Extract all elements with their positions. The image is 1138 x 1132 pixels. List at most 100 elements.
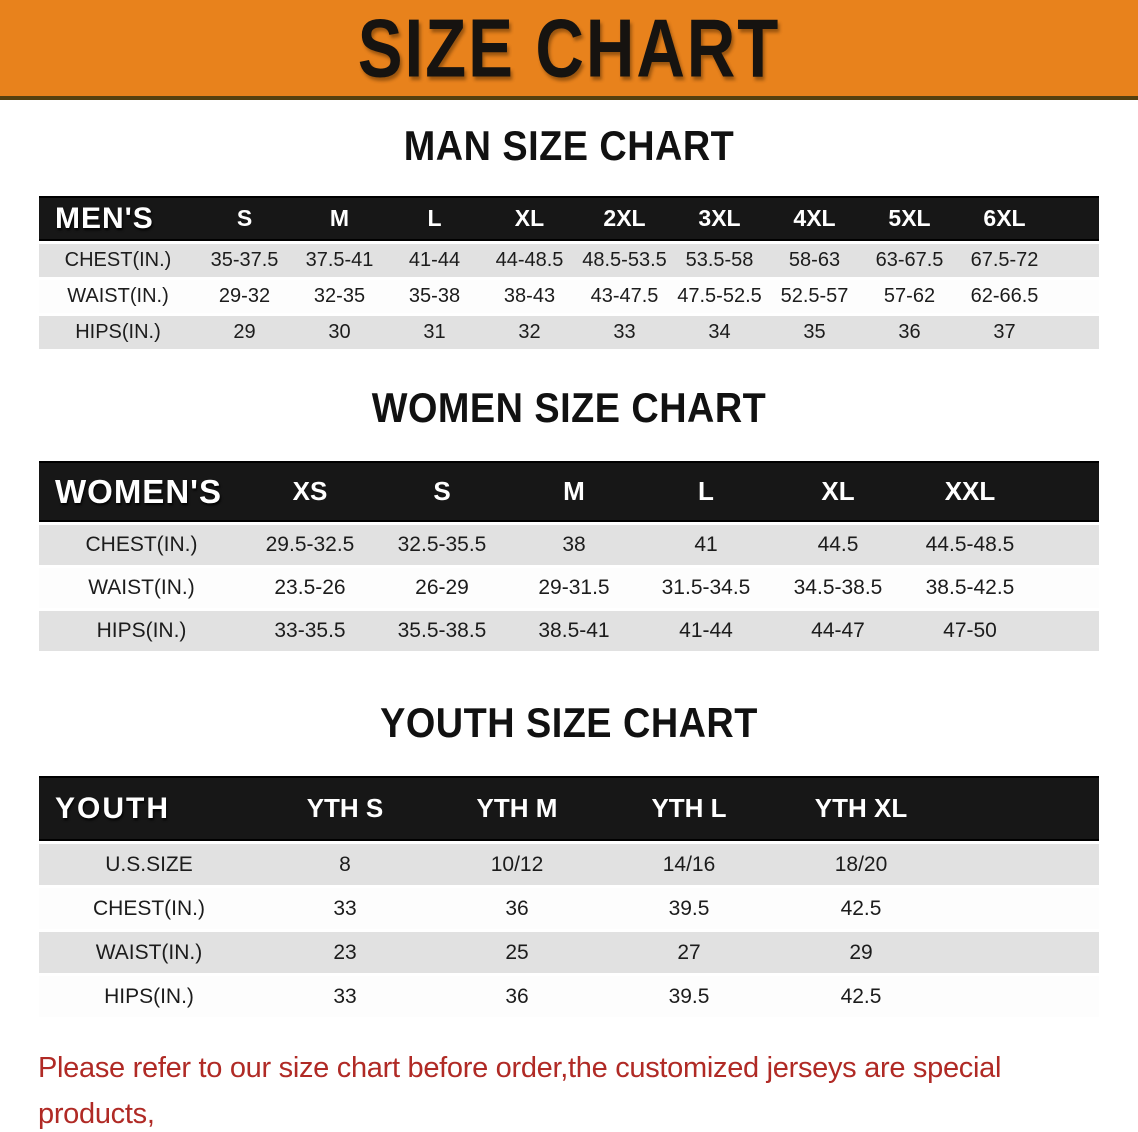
measurement-row: HIPS(IN.) 33-35.5 35.5-38.5 38.5-41 41-44 44-…: [39, 611, 1099, 651]
measurement-row: HIPS(IN.) 29 30 31 32 33 34 35 36 37: [39, 316, 1099, 349]
man-section-heading: MAN SIZE CHART: [403, 123, 735, 170]
size-column-header: YTH S: [259, 776, 431, 841]
measurement-value: 35-38: [387, 280, 482, 313]
measurement-value: 44-47: [772, 611, 904, 651]
measurement-value: 31: [387, 316, 482, 349]
measurement-label: HIPS(IN.): [39, 976, 259, 1017]
row-filler-cell: [947, 888, 1099, 929]
youth-size-table: YOUTH YTH S YTH M YTH L YTH XL U.S.SIZE 8 10/12…: [39, 773, 1099, 1020]
measurement-value: 63-67.5: [862, 244, 957, 277]
row-filler-cell: [1052, 316, 1099, 349]
header-filler-cell: [1052, 196, 1099, 241]
measurement-value: 41-44: [640, 611, 772, 651]
measurement-value: 48.5-53.5: [577, 244, 672, 277]
measurement-value: 58-63: [767, 244, 862, 277]
row-filler-cell: [947, 932, 1099, 973]
header-filler-cell: [947, 776, 1099, 841]
measurement-value: 38-43: [482, 280, 577, 313]
measurement-value: 34.5-38.5: [772, 568, 904, 608]
header-filler-cell: [1036, 461, 1099, 522]
measurement-value: 42.5: [775, 976, 947, 1017]
row-filler-cell: [1052, 244, 1099, 277]
measurement-value: 36: [431, 888, 603, 929]
size-column-header: 2XL: [577, 196, 672, 241]
measurement-value: 57-62: [862, 280, 957, 313]
measurement-row: WAIST(IN.) 23 25 27 29: [39, 932, 1099, 973]
measurement-label: WAIST(IN.): [39, 280, 197, 313]
measurement-label: WAIST(IN.): [39, 932, 259, 973]
measurement-value: 31.5-34.5: [640, 568, 772, 608]
measurement-value: 47.5-52.5: [672, 280, 767, 313]
measurement-row: CHEST(IN.) 35-37.5 37.5-41 41-44 44-48.5 48.5…: [39, 244, 1099, 277]
measurement-value: 34: [672, 316, 767, 349]
measurement-value: 38.5-41: [508, 611, 640, 651]
measurement-value: 35-37.5: [197, 244, 292, 277]
measurement-value: 32: [482, 316, 577, 349]
women-section-heading: WOMEN SIZE CHART: [371, 385, 767, 432]
size-column-header: 4XL: [767, 196, 862, 241]
measurement-value: 62-66.5: [957, 280, 1052, 313]
measurement-value: 44.5-48.5: [904, 525, 1036, 565]
table-header-row: YOUTH YTH S YTH M YTH L YTH XL: [39, 776, 1099, 841]
measurement-row: HIPS(IN.) 33 36 39.5 42.5: [39, 976, 1099, 1017]
measurement-value: 37.5-41: [292, 244, 387, 277]
measurement-value: 8: [259, 844, 431, 885]
row-filler-cell: [1036, 611, 1099, 651]
measurement-value: 42.5: [775, 888, 947, 929]
measurement-row: CHEST(IN.) 29.5-32.5 32.5-35.5 38 41 44.5 44.5…: [39, 525, 1099, 565]
measurement-value: 37: [957, 316, 1052, 349]
measurement-row: CHEST(IN.) 33 36 39.5 42.5: [39, 888, 1099, 929]
measurement-value: 35: [767, 316, 862, 349]
measurement-value: 52.5-57: [767, 280, 862, 313]
measurement-label: WAIST(IN.): [39, 568, 244, 608]
size-column-header: M: [508, 461, 640, 522]
size-column-header: S: [197, 196, 292, 241]
men-size-table: MEN'S S M L XL 2XL 3XL 4XL 5XL 6XL CHEST(IN.) 35-37…: [39, 193, 1099, 352]
measurement-value: 36: [862, 316, 957, 349]
size-column-header: YTH L: [603, 776, 775, 841]
size-chart-content: MAN SIZE CHART MEN'S S M L XL 2XL 3XL 4XL 5XL 6XL…: [0, 123, 1138, 1132]
measurement-value: 33: [259, 976, 431, 1017]
size-column-header: XXL: [904, 461, 1036, 522]
measurement-label: CHEST(IN.): [39, 525, 244, 565]
measurement-value: 18/20: [775, 844, 947, 885]
measurement-label: CHEST(IN.): [39, 888, 259, 929]
measurement-value: 36: [431, 976, 603, 1017]
measurement-value: 29-32: [197, 280, 292, 313]
size-column-header: S: [376, 461, 508, 522]
women-size-table: WOMEN'S XS S M L XL XXL CHEST(IN.) 29.5-32.5 32.5…: [39, 458, 1099, 654]
measurement-value: 29: [775, 932, 947, 973]
measurement-label: HIPS(IN.): [39, 611, 244, 651]
measurement-value: 29-31.5: [508, 568, 640, 608]
measurement-value: 23: [259, 932, 431, 973]
measurement-value: 39.5: [603, 976, 775, 1017]
measurement-label: U.S.SIZE: [39, 844, 259, 885]
row-filler-cell: [1036, 525, 1099, 565]
page-title: SIZE CHART: [357, 1, 781, 95]
disclaimer: Please refer to our size chart before or…: [38, 1046, 1100, 1132]
row-filler-cell: [1052, 280, 1099, 313]
measurement-value: 44-48.5: [482, 244, 577, 277]
row-filler-cell: [1036, 568, 1099, 608]
size-chart-banner: SIZE CHART: [0, 0, 1138, 100]
measurement-row: U.S.SIZE 8 10/12 14/16 18/20: [39, 844, 1099, 885]
measurement-value: 39.5: [603, 888, 775, 929]
table-title-cell: MEN'S: [39, 196, 197, 241]
measurement-value: 33: [577, 316, 672, 349]
measurement-value: 38: [508, 525, 640, 565]
measurement-row: WAIST(IN.) 29-32 32-35 35-38 38-43 43-47.5 47.…: [39, 280, 1099, 313]
measurement-value: 32.5-35.5: [376, 525, 508, 565]
size-column-header: L: [640, 461, 772, 522]
measurement-label: HIPS(IN.): [39, 316, 197, 349]
size-column-header: YTH XL: [775, 776, 947, 841]
youth-section-heading: YOUTH SIZE CHART: [380, 700, 758, 747]
size-column-header: 3XL: [672, 196, 767, 241]
size-column-header: 5XL: [862, 196, 957, 241]
row-filler-cell: [947, 976, 1099, 1017]
measurement-value: 30: [292, 316, 387, 349]
measurement-label: CHEST(IN.): [39, 244, 197, 277]
measurement-value: 23.5-26: [244, 568, 376, 608]
measurement-value: 27: [603, 932, 775, 973]
youth-size-chart-section: YOUTH SIZE CHART YOUTH YTH S YTH M YTH L YTH…: [0, 700, 1138, 1020]
measurement-value: 25: [431, 932, 603, 973]
